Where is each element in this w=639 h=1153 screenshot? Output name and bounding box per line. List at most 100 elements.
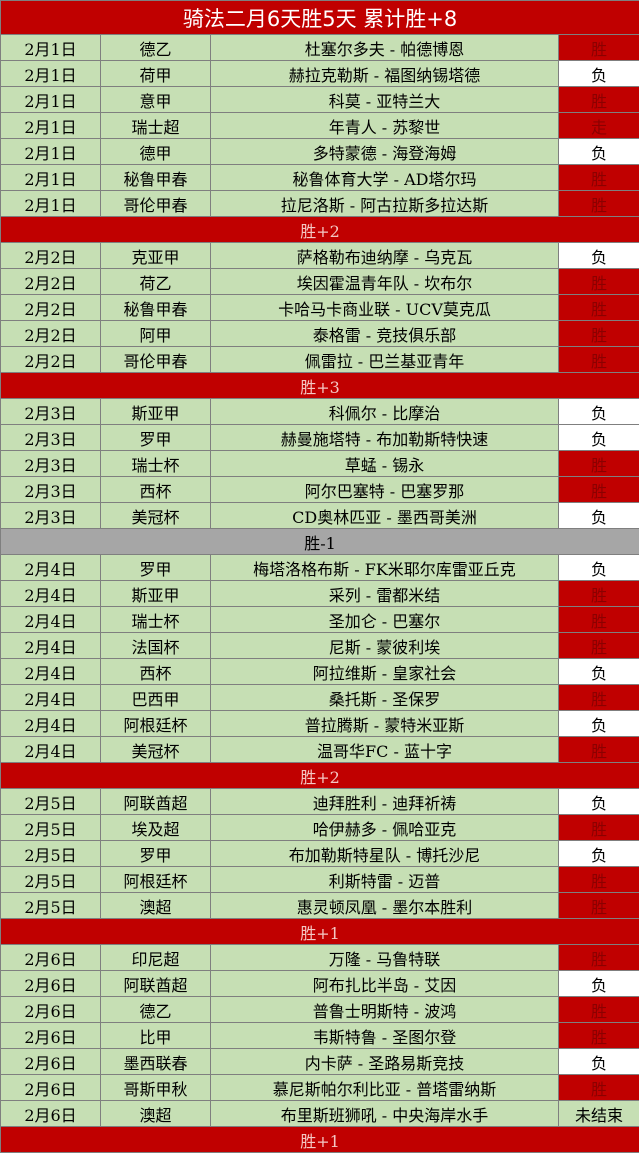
- match-row: 2月2日 秘鲁甲春 卡哈马卡商业联 - UCV莫克瓜胜: [0, 294, 639, 321]
- match-row: 2月6日 阿联酋超 阿布扎比半岛 - 艾因负: [0, 970, 639, 997]
- match: 多特蒙德 - 海登海姆: [210, 138, 559, 165]
- league: 德乙: [100, 996, 211, 1023]
- match: 内卡萨 - 圣路易斯竞技: [210, 1048, 559, 1075]
- result: 胜: [557, 190, 639, 217]
- league: 荷甲: [100, 60, 211, 87]
- result: 胜: [557, 86, 639, 113]
- result: 负: [557, 424, 639, 451]
- result: 胜: [557, 164, 639, 191]
- match: 年青人 - 苏黎世: [210, 112, 559, 139]
- league: 阿联酋超: [100, 788, 211, 815]
- date: 2月6日: [0, 970, 101, 997]
- league: 罗甲: [100, 840, 211, 867]
- match-row: 2月3日 西杯 阿尔巴塞特 - 巴塞罗那胜: [0, 476, 639, 503]
- match: 卡哈马卡商业联 - UCV莫克瓜: [210, 294, 559, 321]
- match: 草蜢 - 锡永: [210, 450, 559, 477]
- match: 梅塔洛格布斯 - FK米耶尔库雷亚丘克: [210, 554, 559, 581]
- match-row: 2月4日 美冠杯 温哥华FC - 蓝十字胜: [0, 736, 639, 763]
- league: 哥伦甲春: [100, 346, 211, 373]
- match-row: 2月6日 德乙 普鲁士明斯特 - 波鸿胜: [0, 996, 639, 1023]
- result: 负: [557, 398, 639, 425]
- league: 瑞士杯: [100, 606, 211, 633]
- league: 法国杯: [100, 632, 211, 659]
- match-row: 2月4日 法国杯 尼斯 - 蒙彼利埃胜: [0, 632, 639, 659]
- date: 2月1日: [0, 138, 101, 165]
- title: 骑法二月6天胜5天 累计胜+8: [0, 0, 639, 35]
- match-row: 2月6日 哥斯甲秋 慕尼斯帕尔利比亚 - 普塔雷纳斯胜: [0, 1074, 639, 1101]
- date: 2月2日: [0, 242, 101, 269]
- match-row: 2月1日 德甲 多特蒙德 - 海登海姆负: [0, 138, 639, 165]
- summary-row: 胜+1: [0, 1126, 639, 1153]
- date: 2月2日: [0, 346, 101, 373]
- league: 西杯: [100, 476, 211, 503]
- league: 哥伦甲春: [100, 190, 211, 217]
- result: 负: [557, 840, 639, 867]
- match: 佩雷拉 - 巴兰基亚青年: [210, 346, 559, 373]
- match: 温哥华FC - 蓝十字: [210, 736, 559, 763]
- result: 胜: [557, 632, 639, 659]
- date: 2月6日: [0, 1048, 101, 1075]
- date: 2月6日: [0, 1022, 101, 1049]
- result: 负: [557, 138, 639, 165]
- result: 负: [557, 970, 639, 997]
- result: 负: [557, 788, 639, 815]
- summary-row: 胜-1: [0, 528, 639, 555]
- date: 2月6日: [0, 996, 101, 1023]
- date: 2月2日: [0, 320, 101, 347]
- league: 瑞士杯: [100, 450, 211, 477]
- date: 2月6日: [0, 944, 101, 971]
- league: 秘鲁甲春: [100, 164, 211, 191]
- summary: 胜+1: [0, 918, 639, 945]
- result: 胜: [557, 476, 639, 503]
- date: 2月3日: [0, 398, 101, 425]
- match-row: 2月6日 比甲 韦斯特鲁 - 圣图尔登胜: [0, 1022, 639, 1049]
- summary-row: 胜+2: [0, 762, 639, 789]
- league: 斯亚甲: [100, 580, 211, 607]
- league: 埃及超: [100, 814, 211, 841]
- match-row: 2月4日 瑞士杯 圣加仑 - 巴塞尔胜: [0, 606, 639, 633]
- date: 2月4日: [0, 658, 101, 685]
- match-row: 2月1日 瑞士超 年青人 - 苏黎世走: [0, 112, 639, 139]
- match: 采列 - 雷都米结: [210, 580, 559, 607]
- match: 阿尔巴塞特 - 巴塞罗那: [210, 476, 559, 503]
- date: 2月5日: [0, 866, 101, 893]
- match-row: 2月6日 澳超 布里斯班狮吼 - 中央海岸水手 未结束: [0, 1100, 639, 1127]
- date: 2月5日: [0, 840, 101, 867]
- date: 2月4日: [0, 684, 101, 711]
- match: 拉尼洛斯 - 阿古拉斯多拉达斯: [210, 190, 559, 217]
- match: 普拉腾斯 - 蒙特米亚斯: [210, 710, 559, 737]
- result: 胜: [557, 736, 639, 763]
- result: 负: [557, 554, 639, 581]
- match-row: 2月6日 墨西联春 内卡萨 - 圣路易斯竞技负: [0, 1048, 639, 1075]
- summary: 胜+3: [0, 372, 639, 399]
- league: 阿根廷杯: [100, 710, 211, 737]
- match: 萨格勒布迪纳摩 - 乌克瓦: [210, 242, 559, 269]
- date: 2月5日: [0, 892, 101, 919]
- date: 2月4日: [0, 736, 101, 763]
- result: 胜: [557, 34, 639, 61]
- league: 巴西甲: [100, 684, 211, 711]
- league: 罗甲: [100, 424, 211, 451]
- date: 2月1日: [0, 34, 101, 61]
- result: 负: [557, 242, 639, 269]
- title-row: 骑法二月6天胜5天 累计胜+8: [0, 0, 639, 35]
- match: 布里斯班狮吼 - 中央海岸水手: [210, 1100, 559, 1127]
- league: 德乙: [100, 34, 211, 61]
- result: 胜: [557, 996, 639, 1023]
- result: 负: [557, 502, 639, 529]
- match: 科莫 - 亚特兰大: [210, 86, 559, 113]
- league: 斯亚甲: [100, 398, 211, 425]
- summary-row: 胜+2: [0, 216, 639, 243]
- match-row: 2月2日 荷乙 埃因霍温青年队 - 坎布尔胜: [0, 268, 639, 295]
- league: 秘鲁甲春: [100, 294, 211, 321]
- match-row: 2月3日 罗甲 赫曼施塔特 - 布加勒斯特快速负: [0, 424, 639, 451]
- league: 哥斯甲秋: [100, 1074, 211, 1101]
- league: 罗甲: [100, 554, 211, 581]
- match: 赫曼施塔特 - 布加勒斯特快速: [210, 424, 559, 451]
- match-row: 2月1日 哥伦甲春 拉尼洛斯 - 阿古拉斯多拉达斯胜: [0, 190, 639, 217]
- date: 2月1日: [0, 164, 101, 191]
- date: 2月3日: [0, 424, 101, 451]
- league: 比甲: [100, 1022, 211, 1049]
- match: 普鲁士明斯特 - 波鸿: [210, 996, 559, 1023]
